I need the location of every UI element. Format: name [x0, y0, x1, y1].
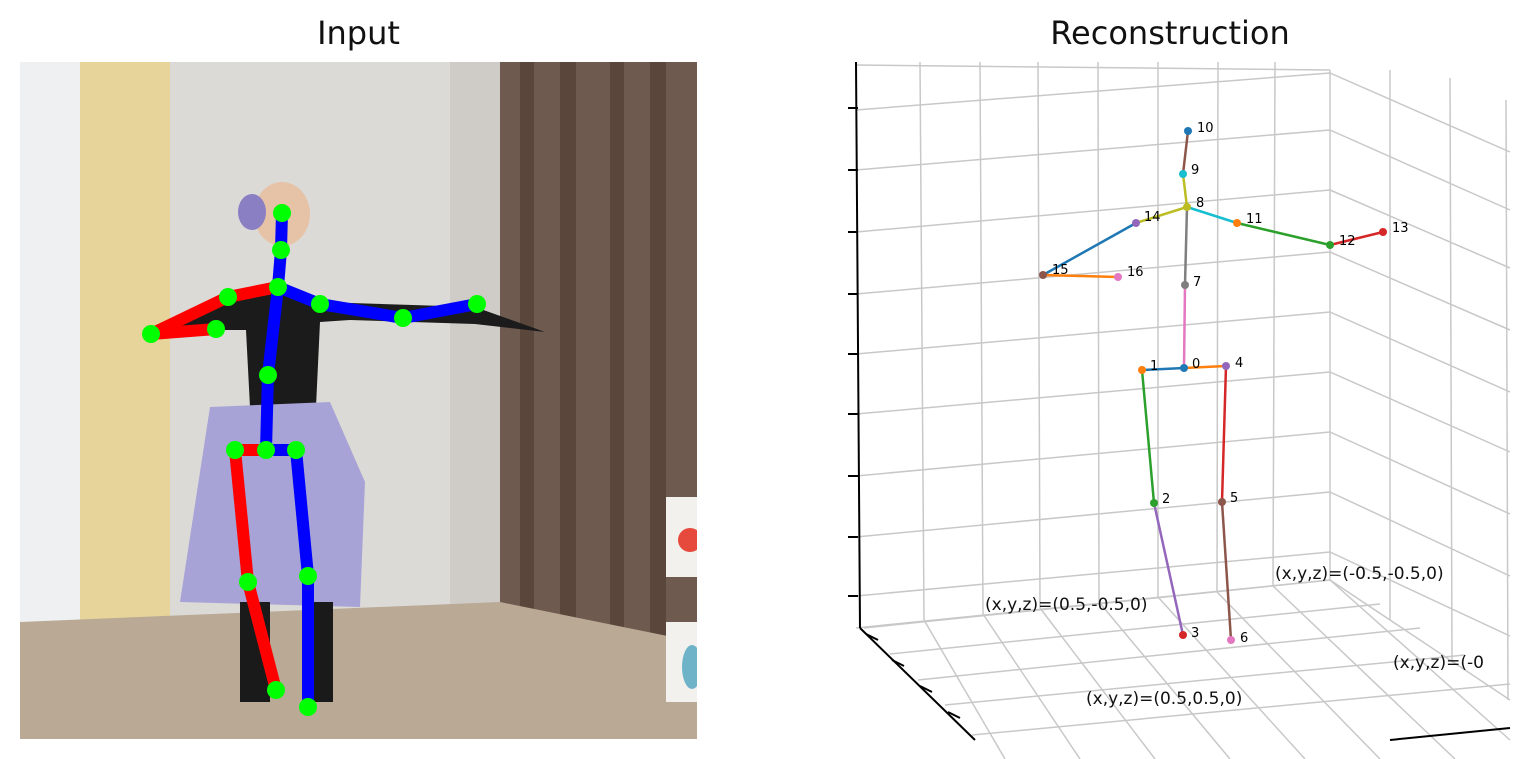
- left-thigh: [229, 444, 254, 588]
- joint-label: 5: [1230, 491, 1238, 506]
- joint-2d: [287, 441, 305, 459]
- joint-2d: [259, 366, 277, 384]
- bone: [1182, 364, 1228, 370]
- corner-label: (x,y,z)=(0.5,-0.5,0): [985, 595, 1147, 615]
- joints-2d: [142, 204, 486, 716]
- bone: [1181, 129, 1190, 176]
- corner-label: (x,y,z)=(-0.5,-0.5,0): [1275, 564, 1444, 584]
- joint-3d: [1183, 203, 1191, 211]
- left-shin: [242, 576, 282, 696]
- joint-2d: [219, 288, 237, 306]
- spine-lower: [260, 369, 274, 456]
- bone: [1152, 501, 1185, 637]
- right-forearm: [397, 298, 483, 324]
- bone: [1185, 205, 1239, 225]
- joint-3d: [1326, 241, 1334, 249]
- corner-label: (x,y,z)=(-0: [1393, 653, 1484, 673]
- bone: [1235, 221, 1332, 247]
- bone: [1134, 205, 1189, 225]
- reconstruction-plot: 0 1 2 3 4 5 6 7 8 9 10 11 12 13 14 15 16…: [830, 60, 1527, 759]
- reconstruction-svg: 0 1 2 3 4 5 6 7 8 9 10 11 12 13 14 15 16…: [848, 61, 1511, 759]
- joint-label: 2: [1162, 492, 1170, 507]
- right-upper-arm: [314, 298, 409, 324]
- joint-3d: [1132, 219, 1140, 227]
- skeleton-2d: [142, 204, 486, 716]
- joint-2d: [267, 681, 285, 699]
- input-photo: [20, 62, 697, 739]
- bone: [1140, 368, 1156, 505]
- bone: [1328, 230, 1385, 247]
- floor: [20, 602, 697, 739]
- joint-label: 16: [1127, 265, 1144, 280]
- joint-3d: [1233, 219, 1241, 227]
- joint-labels: 0 1 2 3 4 5 6 7 8 9 10 11 12 13 14 15 16: [1052, 121, 1409, 646]
- joint-2d: [394, 309, 412, 327]
- joints-3d: [1039, 127, 1387, 644]
- joint-label: 0: [1192, 357, 1200, 372]
- joint-3d: [1179, 170, 1187, 178]
- joint-3d: [1181, 281, 1189, 289]
- corner-label: (x,y,z)=(0.5,0.5,0): [1086, 689, 1242, 709]
- joint-3d: [1179, 631, 1187, 639]
- joint-2d: [311, 295, 329, 313]
- joint-label: 4: [1235, 356, 1243, 371]
- joint-label: 12: [1339, 234, 1356, 249]
- joint-3d: [1227, 636, 1235, 644]
- bone: [1140, 366, 1186, 372]
- bone: [1182, 283, 1187, 370]
- joint-3d: [1379, 228, 1387, 236]
- grid: [855, 61, 1511, 759]
- bone: [1041, 273, 1120, 279]
- bone: [1220, 500, 1233, 642]
- joint-label: 9: [1191, 163, 1199, 178]
- spine-upper: [262, 281, 284, 381]
- skeleton-3d: [1041, 129, 1385, 642]
- left-forearm: [145, 323, 222, 340]
- joint-3d: [1180, 364, 1188, 372]
- joint-2d: [207, 320, 225, 338]
- joint-2d: [269, 278, 287, 296]
- joint-label: 6: [1240, 631, 1248, 646]
- joint-2d: [273, 204, 291, 222]
- bone: [1041, 221, 1138, 277]
- joint-label: 3: [1191, 626, 1199, 641]
- input-panel-title: Input: [317, 14, 400, 52]
- joint-label: 10: [1197, 121, 1214, 136]
- curtain-yellow: [80, 62, 170, 622]
- joint-label: 15: [1052, 263, 1069, 278]
- joint-2d: [299, 698, 317, 716]
- joint-3d: [1150, 499, 1158, 507]
- right-thigh: [290, 444, 314, 582]
- bone: [1220, 364, 1228, 504]
- corner-labels: (x,y,z)=(0.5,-0.5,0) (x,y,z)=(-0.5,-0.5,…: [985, 564, 1484, 709]
- joint-3d: [1184, 127, 1192, 135]
- input-photo-svg: [20, 62, 697, 739]
- joint-3d: [1114, 273, 1122, 281]
- joint-3d: [1218, 498, 1226, 506]
- bone: [1183, 205, 1189, 287]
- joint-2d: [226, 441, 244, 459]
- joint-2d: [468, 295, 486, 313]
- joint-2d: [272, 241, 290, 259]
- joint-label: 1: [1150, 359, 1158, 374]
- joint-label: 8: [1196, 196, 1204, 211]
- joint-label: 7: [1193, 275, 1201, 290]
- joint-2d: [239, 573, 257, 591]
- axis: [848, 61, 1511, 741]
- joint-3d: [1222, 362, 1230, 370]
- reconstruction-panel-title: Reconstruction: [1050, 14, 1290, 52]
- joint-label: 11: [1246, 212, 1263, 227]
- bone: [1181, 172, 1189, 209]
- joint-2d: [257, 441, 275, 459]
- joint-2d: [299, 567, 317, 585]
- joint-label: 14: [1144, 210, 1161, 225]
- joint-3d: [1138, 366, 1146, 374]
- joint-2d: [142, 325, 160, 343]
- joint-label: 13: [1392, 221, 1409, 236]
- joint-3d: [1039, 271, 1047, 279]
